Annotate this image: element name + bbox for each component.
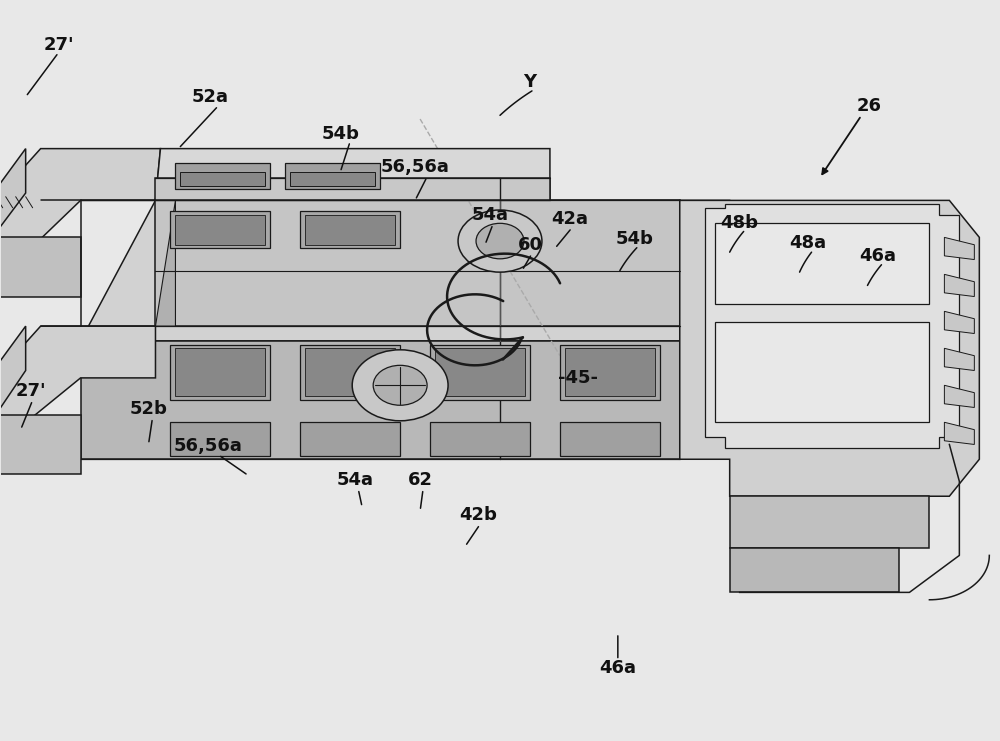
Circle shape [352,350,448,421]
Polygon shape [300,345,400,400]
Polygon shape [175,164,270,189]
Polygon shape [305,348,395,396]
Polygon shape [175,215,265,245]
Text: 46a: 46a [599,659,636,677]
Text: Y: Y [523,73,537,91]
Polygon shape [565,348,655,396]
Circle shape [476,223,524,259]
Polygon shape [560,345,660,400]
Polygon shape [944,274,974,296]
Polygon shape [0,237,81,296]
Polygon shape [0,415,81,474]
Text: 42a: 42a [551,210,588,228]
Polygon shape [715,322,929,422]
Text: 54a: 54a [337,471,374,489]
Polygon shape [81,341,730,459]
Polygon shape [944,422,974,445]
Text: 48a: 48a [789,234,826,252]
Polygon shape [944,385,974,408]
Polygon shape [305,215,395,245]
Text: 60: 60 [517,236,542,253]
Polygon shape [560,422,660,456]
Polygon shape [430,422,530,456]
Circle shape [373,365,427,405]
Text: 56,56a: 56,56a [174,437,243,455]
Polygon shape [300,422,400,456]
Polygon shape [435,348,525,396]
Text: 54b: 54b [321,124,359,143]
Polygon shape [944,237,974,259]
Polygon shape [0,326,155,459]
Polygon shape [680,200,979,496]
Polygon shape [705,204,959,448]
Text: 46a: 46a [859,247,896,265]
Polygon shape [944,311,974,333]
Polygon shape [730,496,929,548]
Polygon shape [155,149,550,200]
Text: 26: 26 [857,97,882,115]
Text: 27': 27' [43,36,74,54]
Text: 54b: 54b [616,230,654,247]
Polygon shape [430,345,530,400]
Text: 56,56a: 56,56a [381,158,450,176]
Polygon shape [155,200,680,326]
Polygon shape [300,211,400,248]
Text: 52a: 52a [192,88,229,106]
Text: 52b: 52b [130,400,167,418]
Polygon shape [155,178,550,200]
Polygon shape [81,200,730,341]
Polygon shape [170,422,270,456]
Text: 54a: 54a [472,206,509,225]
Polygon shape [290,173,375,185]
Circle shape [458,210,542,272]
Polygon shape [0,149,26,259]
Polygon shape [730,548,899,592]
Polygon shape [715,222,929,304]
Polygon shape [944,348,974,370]
Polygon shape [180,173,265,185]
Text: 62: 62 [408,471,433,489]
Text: -45-: -45- [558,369,598,387]
Text: 27': 27' [15,382,46,400]
Polygon shape [0,149,160,296]
Polygon shape [170,211,270,248]
Polygon shape [175,348,265,396]
Polygon shape [285,164,380,189]
Text: 42b: 42b [459,505,497,524]
Polygon shape [0,326,26,445]
Text: 48b: 48b [721,213,759,232]
Polygon shape [155,200,175,326]
Polygon shape [170,345,270,400]
